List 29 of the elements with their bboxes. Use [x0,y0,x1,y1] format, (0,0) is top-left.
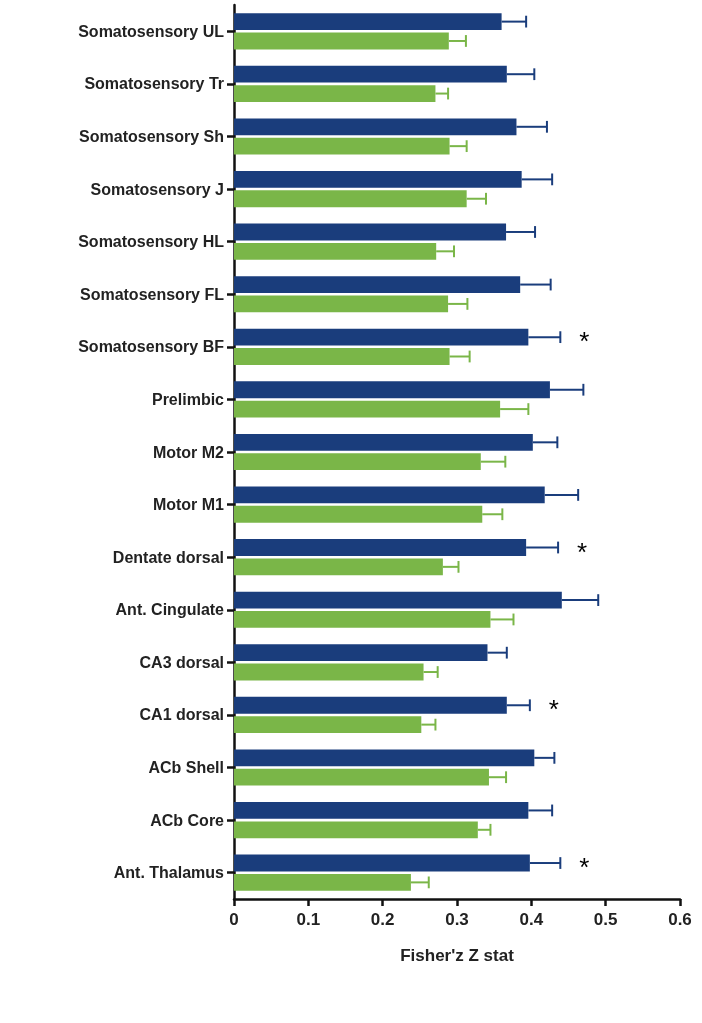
y-tick-label: Somatosensory J [90,180,224,198]
data-label: * [577,536,588,567]
data-label: * [579,852,590,883]
x-tick-label: 0.2 [370,910,395,929]
y-tick-label: Somatosensory Sh [79,127,224,145]
y-tick-label: Somatosensory BF [78,338,225,356]
y-tick-label: ACb Shell [148,759,224,777]
y-tick-label: ACb Core [150,811,225,829]
x-tick-label: 0.3 [445,910,469,929]
x-axis-title: Fisher'z Z stat [400,946,515,965]
y-tick-label: Dentate dorsal [112,548,224,566]
x-tick-label: 0.1 [296,910,321,929]
y-tick-label: Ant. Cingulate [115,601,225,619]
x-tick-label: 0 [229,910,239,929]
y-tick-label: Somatosensory FL [79,285,225,303]
y-tick-label: Prelimbic [151,390,225,408]
y-tick-label: CA3 dorsal [139,653,224,671]
y-tick-label: Somatosensory UL [78,22,225,40]
y-tick-label: Somatosensory HL [78,233,225,251]
data-label: * [548,694,559,725]
data-label: * [579,326,590,357]
x-tick-label: 0.4 [519,910,544,929]
y-tick-label: CA1 dorsal [139,706,224,724]
x-tick-label: 0.6 [668,910,692,929]
x-tick-label: 0.5 [593,910,618,929]
y-tick-label: Ant. Thalamus [113,864,225,882]
y-tick-label: Somatosensory Tr [84,75,224,93]
y-tick-label: Motor M1 [152,496,225,514]
y-tick-label: Motor M2 [152,443,225,461]
